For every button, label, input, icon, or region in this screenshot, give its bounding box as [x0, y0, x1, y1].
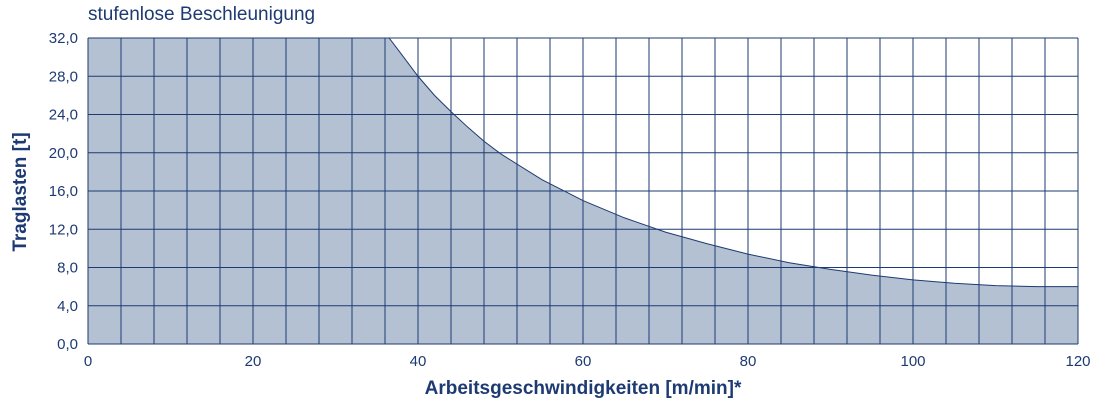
x-tick-label: 120	[1065, 353, 1090, 370]
x-axis-label: Arbeitsgeschwindigkeiten [m/min]*	[424, 378, 742, 399]
y-tick-label: 0,0	[57, 336, 78, 353]
y-axis-label: Traglasten [t]	[10, 132, 31, 252]
y-tick-label: 12,0	[49, 221, 78, 238]
y-tick-label: 24,0	[49, 107, 78, 124]
y-tick-label: 20,0	[49, 145, 78, 162]
y-tick-label: 8,0	[57, 260, 78, 277]
x-tick-label: 100	[900, 353, 925, 370]
chart-title: stufenlose Beschleunigung	[88, 4, 316, 25]
x-tick-label: 0	[84, 353, 92, 370]
x-tick-label: 20	[245, 353, 262, 370]
y-tick-label: 4,0	[57, 298, 78, 315]
y-tick-label: 32,0	[49, 30, 78, 47]
x-tick-label: 80	[740, 353, 757, 370]
x-tick-label: 40	[410, 353, 427, 370]
y-tick-label: 28,0	[49, 68, 78, 85]
x-tick-label: 60	[575, 353, 592, 370]
capacity-curve	[88, 37, 1078, 288]
y-tick-label: 16,0	[49, 183, 78, 200]
